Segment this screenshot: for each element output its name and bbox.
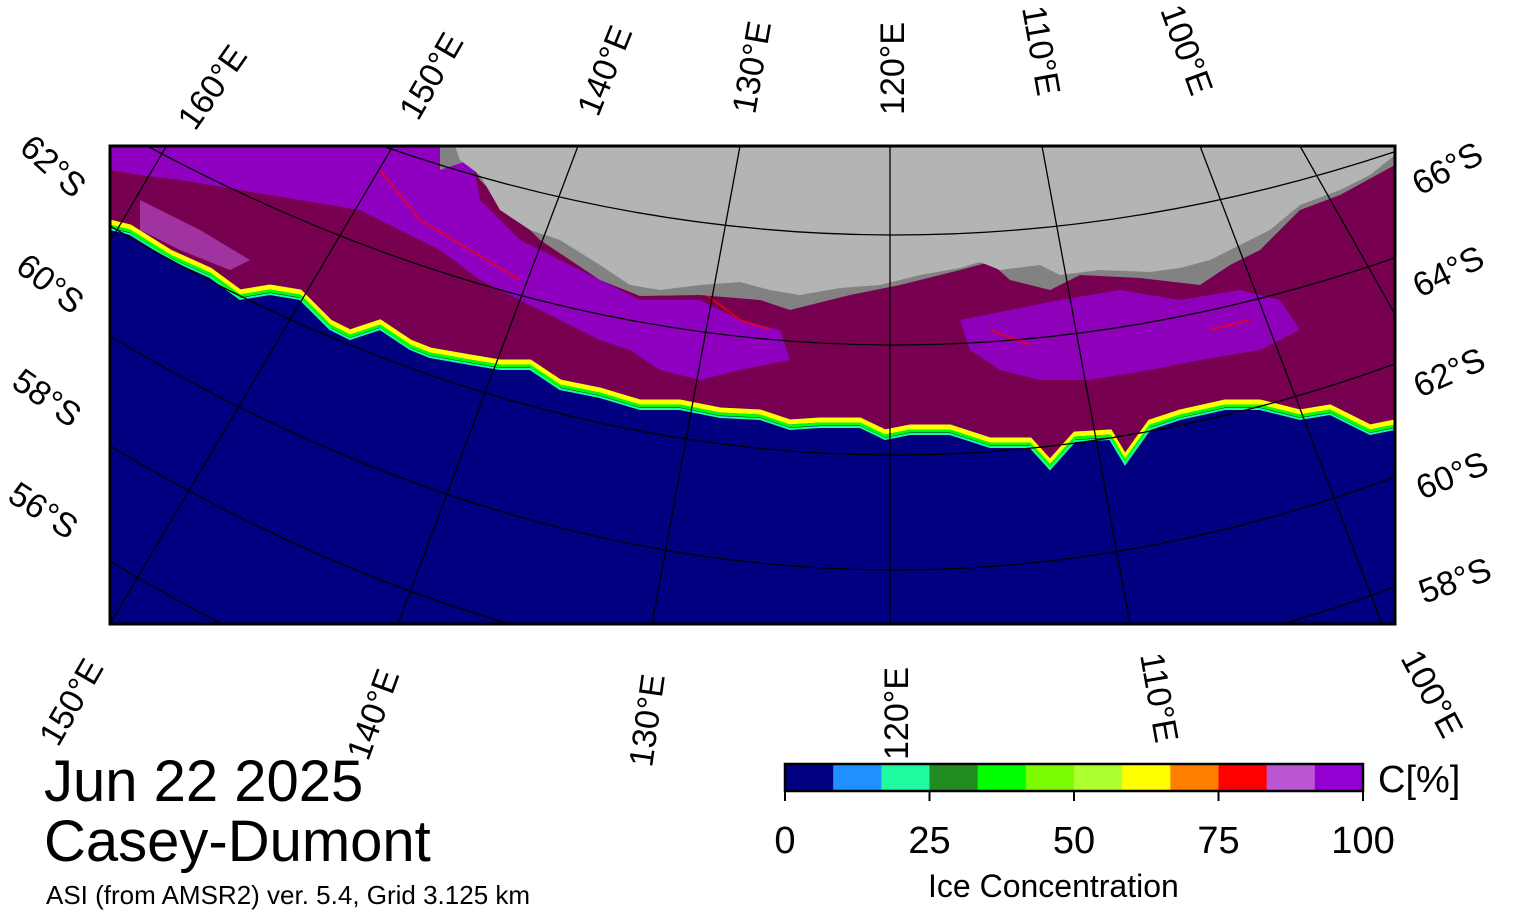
ice-patch-purple [110,146,790,380]
colorbar-unit: C[%] [1378,759,1461,801]
left-lat-label: 56°S [2,475,85,547]
map-frame [108,144,1397,626]
colorbar-swatch [1266,764,1316,791]
colorbar-swatch [1314,764,1364,791]
top-lon-label: 160°E [170,39,254,137]
colorbar-title: Ice Concentration [928,868,1179,904]
colorbar-tick-label: 100 [1331,820,1394,862]
right-lat-label: 64°S [1407,239,1490,306]
graticule [110,146,1395,624]
ice-patch-purple [960,290,1300,380]
colorbar [783,762,1365,793]
right-lat-label: 58°S [1414,550,1497,611]
top-lon-label: 120°E [874,22,912,115]
colorbar-swatch [881,764,930,791]
top-lon-label: 140°E [570,21,640,121]
ice-edge-fringe [110,228,1395,471]
colorbar-swatch [977,764,1027,791]
ice-speckle [379,169,1251,346]
colorbar-swatch [1218,764,1268,791]
product-info: ASI (from AMSR2) ver. 5.4, Grid 3.125 km [46,880,531,910]
top-lon-label: 130°E [725,18,779,116]
bottom-lon-label: 120°E [878,667,916,760]
top-lon-label: 150°E [392,26,471,126]
right-lat-label: 60°S [1411,444,1494,507]
date-title: Jun 22 2025 [44,749,364,814]
colorbar-swatch [1025,764,1075,791]
colorbar-tick-label: 75 [1197,820,1239,862]
top-lon-label: 100°E [1152,0,1220,100]
colorbar-tick-label: 50 [1053,820,1095,862]
region-title: Casey-Dumont [44,809,431,874]
colorbar-tick-label: 0 [774,820,795,862]
colorbar-swatch [929,764,979,791]
top-lon-label: 110°E [1014,3,1067,99]
left-lat-label: 58°S [5,361,87,435]
colorbar-swatch [1170,764,1219,791]
bottom-lon-label: 150°E [32,652,111,752]
bottom-lon-label: 100°E [1393,644,1470,744]
colorbar-swatch [785,764,834,791]
right-lat-label: 62°S [1408,340,1491,405]
left-lat-label: 62°S [13,128,93,206]
bottom-lon-label: 130°E [622,672,673,769]
left-lat-label: 60°S [9,246,91,322]
ice-patch-purple [140,200,250,270]
colorbar-tick-label: 25 [908,820,950,862]
colorbar-swatch [1074,764,1123,791]
colorbar-swatch [1122,764,1171,791]
ice-edge-fringe [110,219,1395,466]
colorbar-swatch [833,764,882,791]
bottom-lon-label: 110°E [1132,650,1185,746]
antarctic-land [455,146,1395,295]
colorbar-ticks: 0 25 50 75 100 [774,791,1395,862]
ice-edge-fringe [110,224,1395,469]
right-lat-label: 66°S [1406,135,1489,203]
